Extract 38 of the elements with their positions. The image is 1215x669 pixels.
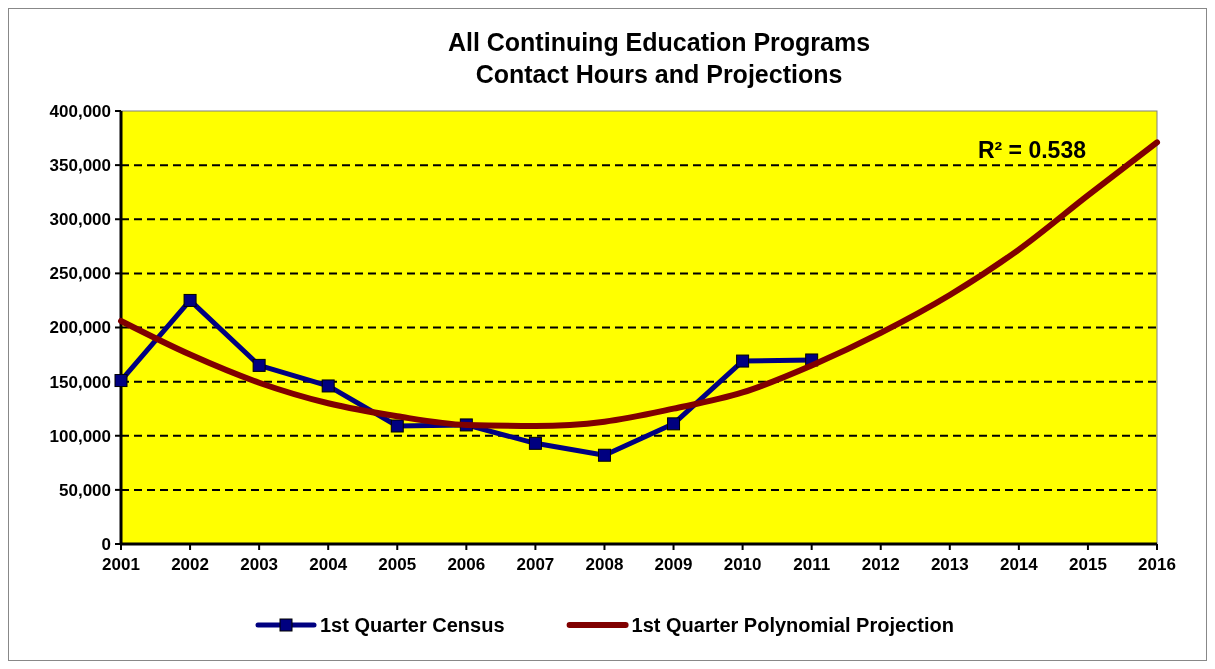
x-tick-label: 2011 [793,555,831,574]
x-tick-label: 2005 [378,555,417,574]
x-tick-label: 2010 [723,555,762,574]
x-tick-label: 2012 [861,555,900,574]
y-tick-label: 350,000 [49,156,111,176]
x-tick-label: 2016 [1138,555,1176,574]
y-tick-label: 300,000 [49,210,111,230]
y-tick-label: 200,000 [49,318,111,338]
y-tick-label: 100,000 [49,426,111,446]
point [597,448,611,462]
x-tick-label: 2013 [930,555,969,574]
chart-title: All Continuing Education Programs Contact Hours and Projections [447,28,871,88]
x-tick-label: 2001 [102,555,140,574]
x-tick-label: 2006 [447,555,486,574]
x-tick-label: 2008 [585,555,624,574]
annotation: R² = 0.538 [977,137,1087,163]
y-tick-label: 250,000 [49,264,111,284]
point [528,436,542,450]
x-tick-label: 2003 [240,555,279,574]
point [252,358,266,372]
point [183,293,197,307]
legend-label: 1st Quarter Polynomial Projection [631,614,954,636]
x-tick-label: 2002 [171,555,209,574]
x-tick-label: 2009 [654,555,693,574]
y-tick-label: 150,000 [49,372,111,392]
y-tick-label: 400,000 [49,101,111,121]
point [114,374,128,388]
point [390,419,404,433]
y-tick-label: 0 [101,534,111,554]
x-tick-label: 2014 [999,555,1039,574]
point [667,417,681,431]
x-tick-label: 2015 [1069,555,1107,574]
x-tick-label: 2004 [309,555,348,574]
point [736,354,750,368]
x-tick-label: 2007 [516,555,555,574]
y-tick-label: 50,000 [59,480,111,500]
point [321,379,335,393]
legend-label: 1st Quarter Census [320,614,505,636]
